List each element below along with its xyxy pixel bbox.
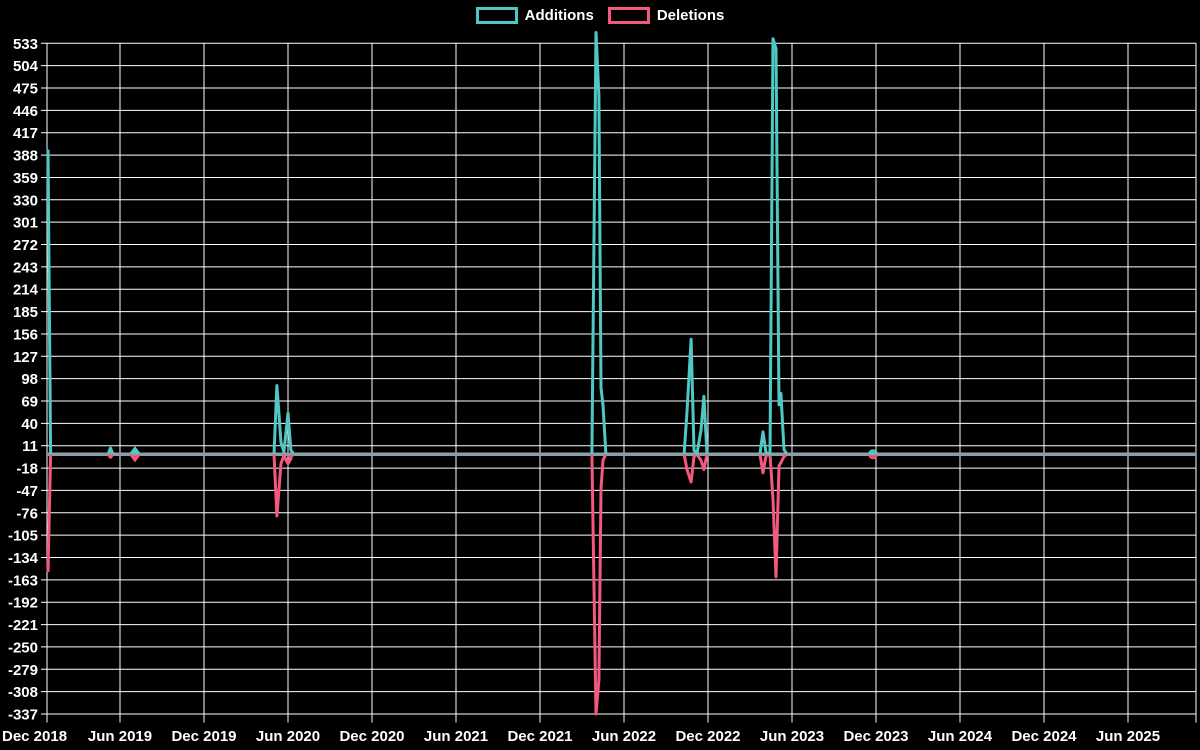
deletions-swatch-icon xyxy=(607,7,650,24)
y-axis-label: -192 xyxy=(8,595,38,612)
y-axis-label: 11 xyxy=(22,438,38,455)
legend-label-additions: Additions xyxy=(524,7,594,24)
x-axis-label: Dec 2021 xyxy=(507,728,572,745)
diamond-marker-icon xyxy=(129,446,141,455)
additions-line xyxy=(272,384,296,456)
y-axis-label: 359 xyxy=(13,170,38,187)
y-axis-label: -250 xyxy=(8,639,38,656)
y-axis-label: 40 xyxy=(21,416,38,433)
chart-legend: Additions Deletions xyxy=(0,7,1200,24)
x-axis-label: Jun 2024 xyxy=(928,728,993,745)
y-axis-label: 98 xyxy=(21,371,38,388)
y-axis-label: -337 xyxy=(8,706,38,723)
y-axis-label: -76 xyxy=(16,505,38,522)
x-axis-label: Dec 2022 xyxy=(675,728,740,745)
additions-line xyxy=(46,149,53,455)
additions-line xyxy=(590,31,608,455)
y-axis-label: -18 xyxy=(16,461,38,478)
y-axis-label: -221 xyxy=(8,617,38,634)
x-axis-label: Dec 2024 xyxy=(1011,728,1077,745)
additions-line xyxy=(869,451,877,456)
additions-line xyxy=(682,337,709,456)
x-axis-label: Jun 2023 xyxy=(760,728,824,745)
additions-line xyxy=(130,448,140,456)
circle-marker-icon xyxy=(868,454,879,460)
x-axis-label: Jun 2021 xyxy=(424,728,488,745)
y-axis-label: -308 xyxy=(8,684,38,701)
y-axis-label: 127 xyxy=(13,349,38,366)
additions-swatch-icon xyxy=(475,7,518,24)
deletions-line xyxy=(758,452,788,579)
x-axis-label: Jun 2022 xyxy=(592,728,656,745)
y-axis-label: 330 xyxy=(13,192,38,209)
x-axis-label: Dec 2020 xyxy=(339,728,404,745)
x-axis-label: Dec 2023 xyxy=(843,728,908,745)
deletions-line xyxy=(106,453,115,459)
y-axis-label: 156 xyxy=(13,326,38,343)
y-axis-label: -47 xyxy=(16,483,38,500)
deletions-line xyxy=(590,453,608,716)
y-axis-label: -134 xyxy=(8,550,39,567)
y-axis-label: 504 xyxy=(13,58,39,75)
x-axis-label: Jun 2025 xyxy=(1096,728,1160,745)
additions-line xyxy=(758,37,789,456)
deletions-line xyxy=(272,452,295,518)
additions-line xyxy=(106,446,115,455)
x-axis-label: Dec 2019 xyxy=(171,728,236,745)
y-axis-label: 533 xyxy=(13,36,38,53)
y-axis-label: 272 xyxy=(13,237,38,254)
y-axis-label: 475 xyxy=(13,81,38,98)
y-axis-label: 243 xyxy=(13,259,38,276)
x-axis-label: Jun 2020 xyxy=(256,728,320,745)
y-axis-label: -163 xyxy=(8,572,38,589)
y-axis-label: -279 xyxy=(8,662,38,679)
deletions-line xyxy=(682,452,709,484)
legend-item-additions[interactable]: Additions xyxy=(475,7,594,24)
y-axis-label: 446 xyxy=(13,103,38,120)
arrow-marker-icon xyxy=(283,457,293,467)
legend-item-deletions[interactable]: Deletions xyxy=(607,7,725,24)
x-axis-label: Dec 2018 xyxy=(2,728,67,745)
deletions-line xyxy=(46,454,53,573)
y-axis-label: 417 xyxy=(13,125,38,142)
y-axis-label: 214 xyxy=(13,282,39,299)
y-axis-label: 301 xyxy=(13,215,38,232)
legend-label-deletions: Deletions xyxy=(656,7,725,24)
y-axis-label: 388 xyxy=(13,148,38,165)
y-axis-label: 69 xyxy=(21,394,38,411)
x-axis-label: Jun 2019 xyxy=(88,728,152,745)
diamond-marker-icon xyxy=(129,453,141,463)
circle-marker-icon xyxy=(868,449,879,455)
y-axis-label: 185 xyxy=(13,304,38,321)
y-axis-label: -105 xyxy=(8,528,38,545)
